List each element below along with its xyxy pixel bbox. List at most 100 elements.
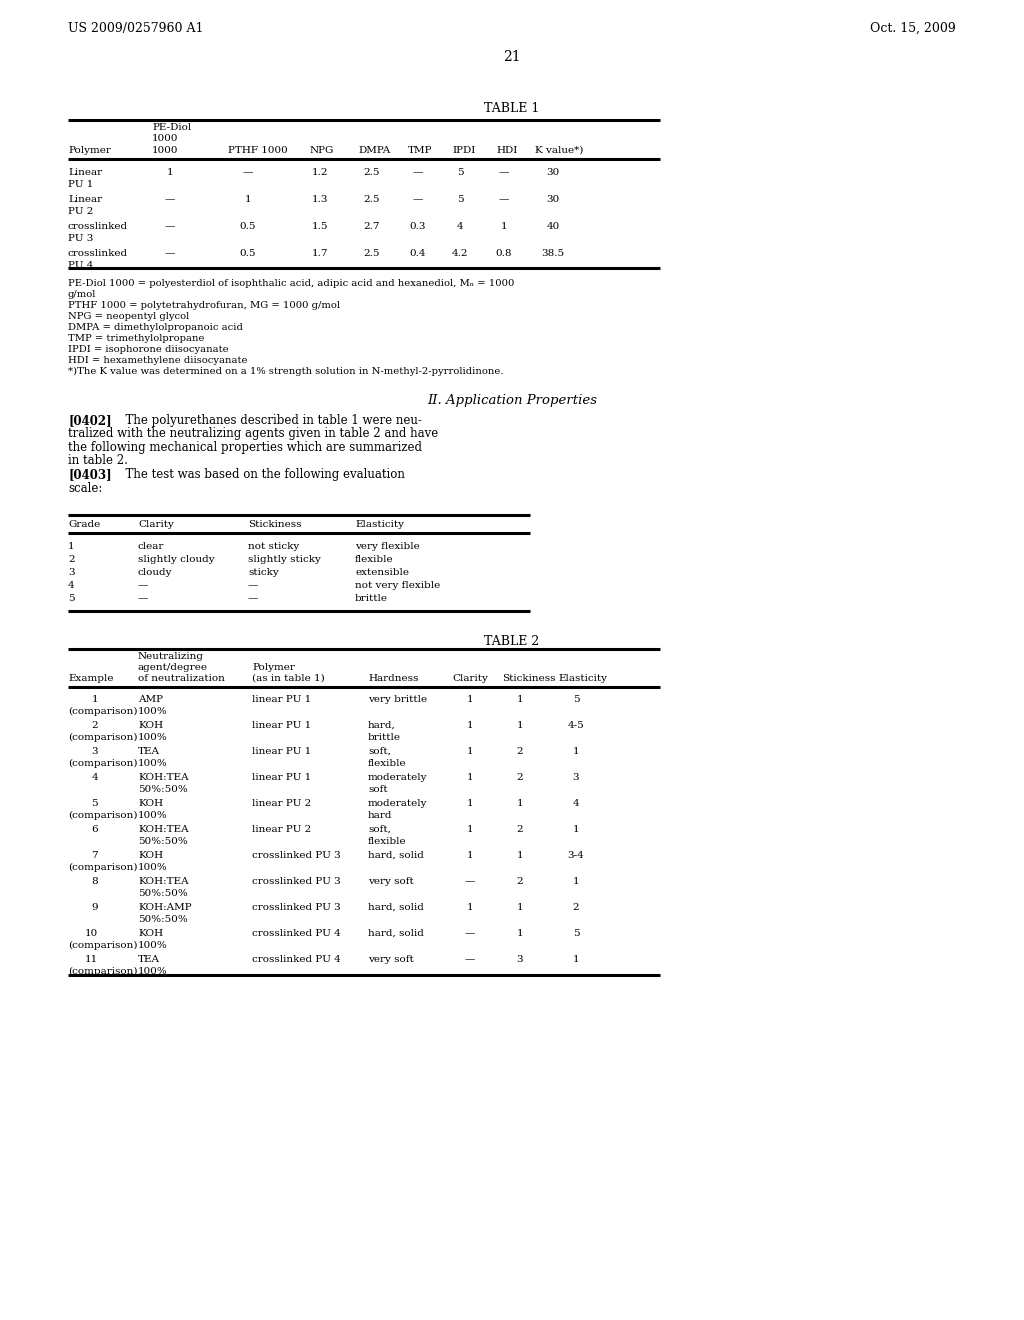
Text: 1: 1	[245, 195, 251, 205]
Text: brittle: brittle	[355, 594, 388, 603]
Text: 100%: 100%	[138, 941, 168, 950]
Text: 1: 1	[467, 774, 473, 781]
Text: 30: 30	[547, 168, 560, 177]
Text: 1: 1	[467, 696, 473, 704]
Text: crosslinked PU 4: crosslinked PU 4	[252, 929, 341, 939]
Text: very flexible: very flexible	[355, 543, 420, 550]
Text: crosslinked PU 4: crosslinked PU 4	[252, 954, 341, 964]
Text: 100%: 100%	[138, 968, 168, 975]
Text: crosslinked PU 3: crosslinked PU 3	[252, 876, 341, 886]
Text: 2.5: 2.5	[364, 168, 380, 177]
Text: KOH: KOH	[138, 799, 163, 808]
Text: 3: 3	[68, 568, 75, 577]
Text: (comparison): (comparison)	[68, 863, 137, 873]
Text: crosslinked: crosslinked	[68, 222, 128, 231]
Text: very soft: very soft	[368, 954, 414, 964]
Text: KOH:TEA: KOH:TEA	[138, 876, 188, 886]
Text: clear: clear	[138, 543, 165, 550]
Text: —: —	[243, 168, 253, 177]
Text: hard,: hard,	[368, 721, 395, 730]
Text: 0.5: 0.5	[240, 249, 256, 257]
Text: 1: 1	[467, 903, 473, 912]
Text: (comparison): (comparison)	[68, 968, 137, 975]
Text: HDI: HDI	[496, 147, 517, 154]
Text: PTHF 1000: PTHF 1000	[228, 147, 288, 154]
Text: flexible: flexible	[368, 837, 407, 846]
Text: Linear: Linear	[68, 168, 102, 177]
Text: 5: 5	[572, 929, 580, 939]
Text: (comparison): (comparison)	[68, 759, 137, 768]
Text: crosslinked PU 3: crosslinked PU 3	[252, 903, 341, 912]
Text: HDI = hexamethylene diisocyanate: HDI = hexamethylene diisocyanate	[68, 356, 248, 366]
Text: linear PU 2: linear PU 2	[252, 799, 311, 808]
Text: KOH:TEA: KOH:TEA	[138, 774, 188, 781]
Text: 40: 40	[547, 222, 560, 231]
Text: —: —	[465, 929, 475, 939]
Text: 100%: 100%	[138, 810, 168, 820]
Text: 1: 1	[467, 721, 473, 730]
Text: linear PU 1: linear PU 1	[252, 747, 311, 756]
Text: 0.3: 0.3	[410, 222, 426, 231]
Text: 4-5: 4-5	[567, 721, 585, 730]
Text: PU 2: PU 2	[68, 207, 93, 216]
Text: 100%: 100%	[138, 759, 168, 768]
Text: DMPA = dimethylolpropanoic acid: DMPA = dimethylolpropanoic acid	[68, 323, 243, 333]
Text: 6: 6	[91, 825, 98, 834]
Text: 1.5: 1.5	[311, 222, 329, 231]
Text: PTHF 1000 = polytetrahydrofuran, MG = 1000 g/mol: PTHF 1000 = polytetrahydrofuran, MG = 10…	[68, 301, 340, 310]
Text: soft,: soft,	[368, 747, 391, 756]
Text: —: —	[465, 954, 475, 964]
Text: Clarity: Clarity	[138, 520, 174, 529]
Text: the following mechanical properties which are summarized: the following mechanical properties whic…	[68, 441, 422, 454]
Text: agent/degree: agent/degree	[138, 663, 208, 672]
Text: (as in table 1): (as in table 1)	[252, 675, 325, 682]
Text: PU 3: PU 3	[68, 234, 93, 243]
Text: 3: 3	[517, 954, 523, 964]
Text: 0.5: 0.5	[240, 222, 256, 231]
Text: [0402]: [0402]	[68, 414, 112, 426]
Text: Elasticity: Elasticity	[355, 520, 404, 529]
Text: 1: 1	[517, 799, 523, 808]
Text: 1: 1	[467, 851, 473, 861]
Text: 1: 1	[572, 747, 580, 756]
Text: Hardness: Hardness	[368, 675, 419, 682]
Text: 4: 4	[91, 774, 98, 781]
Text: 5: 5	[457, 168, 463, 177]
Text: 2: 2	[572, 903, 580, 912]
Text: 50%:50%: 50%:50%	[138, 785, 187, 795]
Text: Oct. 15, 2009: Oct. 15, 2009	[870, 22, 956, 36]
Text: 1000: 1000	[152, 135, 178, 143]
Text: 1: 1	[517, 851, 523, 861]
Text: 50%:50%: 50%:50%	[138, 915, 187, 924]
Text: hard, solid: hard, solid	[368, 929, 424, 939]
Text: brittle: brittle	[368, 733, 401, 742]
Text: 3: 3	[91, 747, 98, 756]
Text: linear PU 2: linear PU 2	[252, 825, 311, 834]
Text: 9: 9	[91, 903, 98, 912]
Text: II. Application Properties: II. Application Properties	[427, 393, 597, 407]
Text: —: —	[165, 222, 175, 231]
Text: linear PU 1: linear PU 1	[252, 721, 311, 730]
Text: —: —	[499, 195, 509, 205]
Text: 100%: 100%	[138, 708, 168, 715]
Text: US 2009/0257960 A1: US 2009/0257960 A1	[68, 22, 204, 36]
Text: —: —	[165, 195, 175, 205]
Text: 0.4: 0.4	[410, 249, 426, 257]
Text: sticky: sticky	[248, 568, 279, 577]
Text: not very flexible: not very flexible	[355, 581, 440, 590]
Text: 100%: 100%	[138, 733, 168, 742]
Text: K value*): K value*)	[535, 147, 584, 154]
Text: soft,: soft,	[368, 825, 391, 834]
Text: 11: 11	[85, 954, 98, 964]
Text: (comparison): (comparison)	[68, 733, 137, 742]
Text: 7: 7	[91, 851, 98, 861]
Text: IPDI: IPDI	[452, 147, 475, 154]
Text: 2.5: 2.5	[364, 249, 380, 257]
Text: TEA: TEA	[138, 747, 160, 756]
Text: —: —	[499, 168, 509, 177]
Text: —: —	[413, 195, 423, 205]
Text: —: —	[138, 594, 148, 603]
Text: 5: 5	[68, 594, 75, 603]
Text: crosslinked PU 3: crosslinked PU 3	[252, 851, 341, 861]
Text: 2.5: 2.5	[364, 195, 380, 205]
